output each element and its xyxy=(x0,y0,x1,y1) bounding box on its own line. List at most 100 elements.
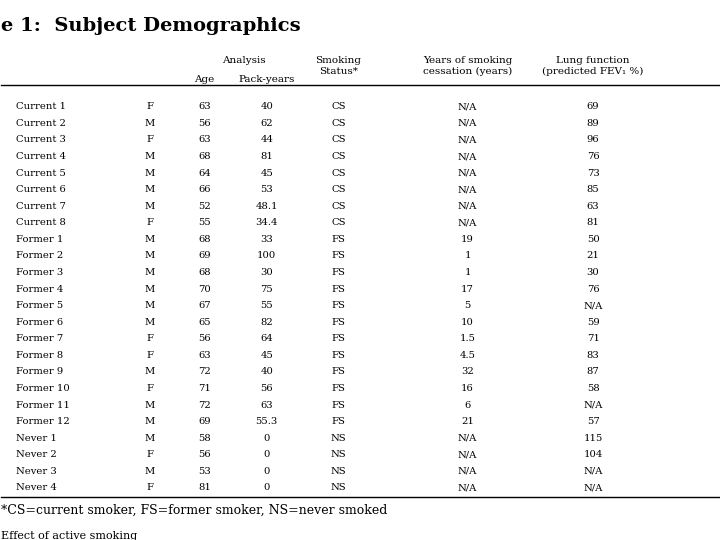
Text: 58: 58 xyxy=(198,434,211,443)
Text: 33: 33 xyxy=(261,235,273,244)
Text: 68: 68 xyxy=(198,235,211,244)
Text: 0: 0 xyxy=(264,467,270,476)
Text: 21: 21 xyxy=(587,252,600,260)
Text: F: F xyxy=(146,351,153,360)
Text: M: M xyxy=(145,367,155,376)
Text: 1.5: 1.5 xyxy=(459,334,476,343)
Text: N/A: N/A xyxy=(458,450,477,459)
Text: N/A: N/A xyxy=(458,434,477,443)
Text: 50: 50 xyxy=(587,235,600,244)
Text: 89: 89 xyxy=(587,119,600,128)
Text: 63: 63 xyxy=(261,401,273,409)
Text: 63: 63 xyxy=(198,136,211,145)
Text: F: F xyxy=(146,384,153,393)
Text: Smoking
Status*: Smoking Status* xyxy=(315,56,361,76)
Text: CS: CS xyxy=(331,218,346,227)
Text: M: M xyxy=(145,301,155,310)
Text: Current 8: Current 8 xyxy=(16,218,66,227)
Text: 71: 71 xyxy=(198,384,211,393)
Text: FS: FS xyxy=(331,384,346,393)
Text: 81: 81 xyxy=(261,152,273,161)
Text: 68: 68 xyxy=(198,268,211,277)
Text: NS: NS xyxy=(330,450,346,459)
Text: 65: 65 xyxy=(198,318,211,327)
Text: Effect of active smoking: Effect of active smoking xyxy=(1,531,138,540)
Text: FS: FS xyxy=(331,351,346,360)
Text: M: M xyxy=(145,252,155,260)
Text: F: F xyxy=(146,136,153,145)
Text: Never 3: Never 3 xyxy=(16,467,56,476)
Text: 63: 63 xyxy=(198,103,211,111)
Text: N/A: N/A xyxy=(458,218,477,227)
Text: 55: 55 xyxy=(261,301,273,310)
Text: M: M xyxy=(145,235,155,244)
Text: NS: NS xyxy=(330,467,346,476)
Text: 63: 63 xyxy=(198,351,211,360)
Text: 70: 70 xyxy=(198,285,211,294)
Text: CS: CS xyxy=(331,136,346,145)
Text: Former 2: Former 2 xyxy=(16,252,63,260)
Text: FS: FS xyxy=(331,367,346,376)
Text: 30: 30 xyxy=(261,268,273,277)
Text: 48.1: 48.1 xyxy=(256,202,278,211)
Text: N/A: N/A xyxy=(458,152,477,161)
Text: 30: 30 xyxy=(587,268,600,277)
Text: 115: 115 xyxy=(583,434,603,443)
Text: F: F xyxy=(146,483,153,492)
Text: N/A: N/A xyxy=(583,467,603,476)
Text: Former 4: Former 4 xyxy=(16,285,63,294)
Text: 21: 21 xyxy=(461,417,474,426)
Text: F: F xyxy=(146,450,153,459)
Text: *CS=current smoker, FS=former smoker, NS=never smoked: *CS=current smoker, FS=former smoker, NS… xyxy=(1,503,388,517)
Text: 58: 58 xyxy=(587,384,600,393)
Text: 104: 104 xyxy=(583,450,603,459)
Text: Former 1: Former 1 xyxy=(16,235,63,244)
Text: F: F xyxy=(146,103,153,111)
Text: Current 4: Current 4 xyxy=(16,152,66,161)
Text: 53: 53 xyxy=(261,185,273,194)
Text: Analysis: Analysis xyxy=(222,56,265,65)
Text: 56: 56 xyxy=(198,334,211,343)
Text: 40: 40 xyxy=(261,103,273,111)
Text: Former 11: Former 11 xyxy=(16,401,70,409)
Text: N/A: N/A xyxy=(458,202,477,211)
Text: N/A: N/A xyxy=(458,467,477,476)
Text: N/A: N/A xyxy=(583,483,603,492)
Text: FS: FS xyxy=(331,417,346,426)
Text: 34.4: 34.4 xyxy=(256,218,278,227)
Text: Current 7: Current 7 xyxy=(16,202,66,211)
Text: FS: FS xyxy=(331,301,346,310)
Text: 44: 44 xyxy=(260,136,274,145)
Text: Former 3: Former 3 xyxy=(16,268,63,277)
Text: M: M xyxy=(145,202,155,211)
Text: M: M xyxy=(145,417,155,426)
Text: N/A: N/A xyxy=(583,401,603,409)
Text: NS: NS xyxy=(330,483,346,492)
Text: 87: 87 xyxy=(587,367,600,376)
Text: 56: 56 xyxy=(198,119,211,128)
Text: 100: 100 xyxy=(257,252,276,260)
Text: FS: FS xyxy=(331,285,346,294)
Text: N/A: N/A xyxy=(458,185,477,194)
Text: 64: 64 xyxy=(198,168,211,178)
Text: N/A: N/A xyxy=(583,301,603,310)
Text: 0: 0 xyxy=(264,483,270,492)
Text: CS: CS xyxy=(331,202,346,211)
Text: 1: 1 xyxy=(464,268,471,277)
Text: Former 12: Former 12 xyxy=(16,417,70,426)
Text: Pack-years: Pack-years xyxy=(238,75,295,84)
Text: M: M xyxy=(145,401,155,409)
Text: 63: 63 xyxy=(587,202,600,211)
Text: Never 2: Never 2 xyxy=(16,450,56,459)
Text: Never 4: Never 4 xyxy=(16,483,57,492)
Text: NS: NS xyxy=(330,434,346,443)
Text: FS: FS xyxy=(331,252,346,260)
Text: M: M xyxy=(145,185,155,194)
Text: CS: CS xyxy=(331,168,346,178)
Text: 5: 5 xyxy=(464,301,471,310)
Text: 69: 69 xyxy=(198,417,211,426)
Text: 45: 45 xyxy=(261,351,273,360)
Text: 59: 59 xyxy=(587,318,600,327)
Text: Age: Age xyxy=(194,75,215,84)
Text: FS: FS xyxy=(331,268,346,277)
